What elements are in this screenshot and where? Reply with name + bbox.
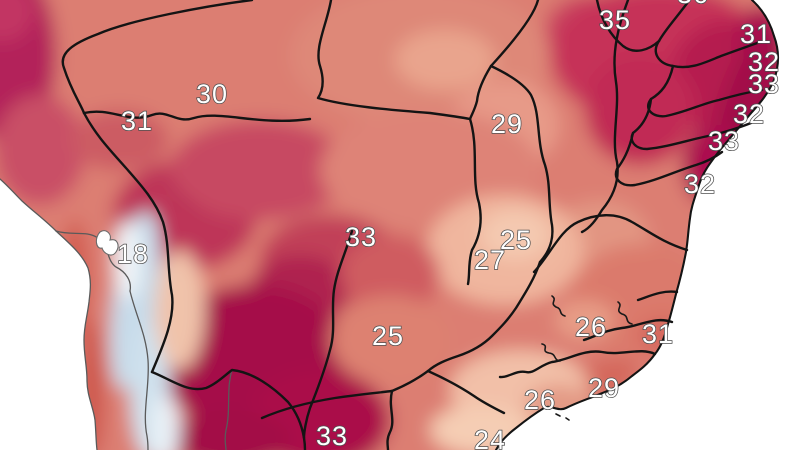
temperature-label: 24 [474, 425, 506, 450]
state-borders [61, 0, 780, 450]
temperature-label: 32 [748, 47, 780, 77]
temperature-label: 29 [588, 373, 620, 403]
temperature-label: 31 [740, 19, 772, 49]
temperature-label: 33 [708, 126, 740, 156]
temperature-label: 25 [500, 225, 532, 255]
temperature-label: 26 [575, 312, 607, 342]
temperature-label: 33 [748, 69, 780, 99]
river-mark [617, 301, 633, 325]
lake-titicaca [95, 230, 119, 256]
temperature-label: 33 [316, 421, 348, 450]
temperature-label: 30 [196, 79, 228, 109]
temperature-label: 31 [121, 106, 153, 136]
temperature-label: 29 [491, 109, 523, 139]
temperature-label: 25 [372, 321, 404, 351]
temperature-label: 36 [677, 0, 709, 9]
temperature-label: 31 [642, 319, 674, 349]
island-mark [555, 413, 570, 421]
temperature-label: 33 [345, 222, 377, 252]
country-borders [0, 178, 233, 450]
temperature-label: 35 [599, 5, 631, 35]
temperature-label: 32 [684, 169, 716, 199]
temperature-label: 27 [474, 245, 506, 275]
temperature-labels: 3635313233323332303129332527182526312926… [116, 0, 780, 450]
river-mark [541, 343, 561, 362]
temperature-label: 32 [733, 99, 765, 129]
temperature-label: 26 [524, 385, 556, 415]
river-mark [551, 295, 566, 317]
temperature-label: 18 [117, 239, 149, 269]
